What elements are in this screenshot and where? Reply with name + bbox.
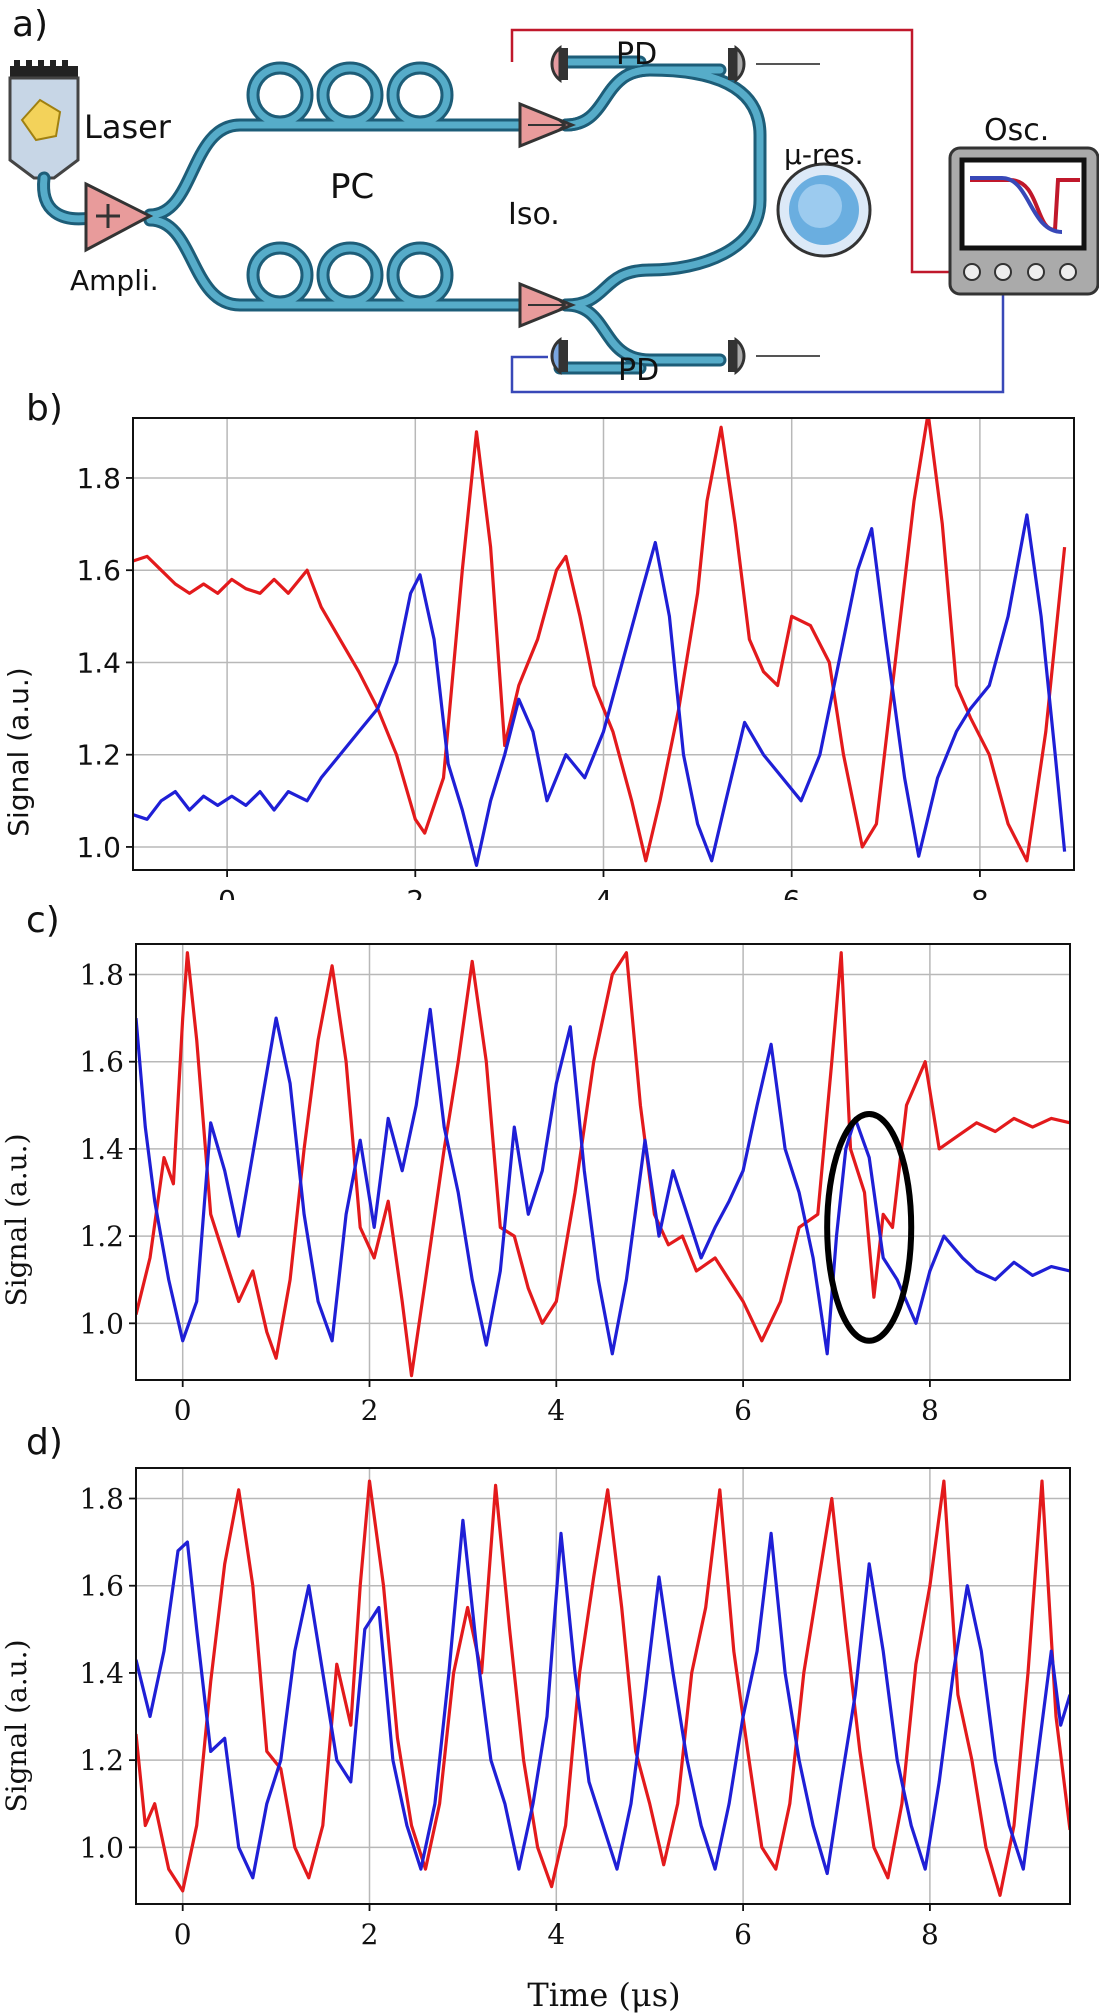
x-tick-label-b: 4: [595, 884, 613, 900]
x-tick-label-c: 6: [734, 1394, 752, 1420]
photodiode-bottom-left-icon: [550, 336, 568, 376]
panel-label-b: b): [26, 388, 63, 429]
x-tick-label-b: 0: [218, 884, 236, 900]
ampli-label: Ampli.: [70, 264, 159, 297]
panel-label-a: a): [12, 4, 48, 45]
chart-b: b) Signal (a.u.) 0 2 4 6 8 1.0 1.2 1.4 1.6 1.8: [2, 388, 1075, 900]
pd-bottom-label: PD: [618, 353, 659, 388]
y-tick-label-c: 1.0: [79, 1307, 124, 1340]
y-tick-label-c: 1.8: [79, 959, 124, 992]
pd-top-label: PD: [616, 37, 657, 72]
y-tick-label-b: 1.0: [76, 831, 121, 864]
oscilloscope-icon: [948, 146, 1099, 296]
panel-label-c: c): [26, 900, 60, 941]
series-line-b-blue: [133, 513, 1067, 867]
series-line-c-red: [136, 951, 1070, 1378]
y-tick-label-d: 1.6: [79, 1570, 124, 1603]
photodiode-bottom-right-icon: [728, 336, 820, 376]
ylabel-b: Signal (a.u.): [2, 667, 35, 836]
plot-frame-c: [135, 943, 1071, 1381]
x-tick-label-d: 8: [921, 1918, 939, 1951]
xlabel-d: Time (μs): [527, 1976, 680, 2014]
x-tick-label-d: 4: [547, 1918, 565, 1951]
iso-label: Iso.: [508, 197, 560, 232]
series-line-b-red: [133, 418, 1067, 863]
osc-label: Osc.: [984, 113, 1049, 148]
x-tick-label-d: 2: [361, 1918, 379, 1951]
fiber-network: [37, 55, 767, 375]
resonator-label: μ-res.: [784, 138, 864, 171]
ylabel-d: Signal (a.u.): [0, 1639, 33, 1812]
photodiode-top-right-icon: [728, 44, 820, 84]
panel-label-d: d): [26, 1422, 63, 1463]
y-tick-label-c: 1.2: [79, 1220, 124, 1253]
series-line-c-blue: [136, 1007, 1070, 1356]
laser-icon: [8, 60, 80, 180]
x-tick-label-b: 6: [783, 884, 801, 900]
series-line-d-red: [136, 1479, 1070, 1897]
isolator-bottom-icon: [518, 281, 577, 329]
setup-diagram: a) Laser: [8, 4, 1099, 394]
x-tick-label-c: 2: [361, 1394, 379, 1420]
x-tick-label-c: 0: [174, 1394, 192, 1420]
pc-label: PC: [330, 167, 374, 207]
x-tick-label-d: 6: [734, 1918, 752, 1951]
x-tick-label-c: 8: [921, 1394, 939, 1420]
y-tick-label-b: 1.2: [76, 739, 121, 772]
x-tick-label-c: 4: [547, 1394, 565, 1420]
ylabel-c: Signal (a.u.): [0, 1133, 33, 1306]
annotation-ellipse: [824, 1111, 915, 1344]
plot-frame-d: [135, 1467, 1071, 1905]
y-tick-label-d: 1.4: [79, 1657, 124, 1690]
amplifier-icon: [84, 181, 154, 253]
y-tick-label-b: 1.8: [76, 462, 121, 495]
y-tick-label-b: 1.6: [76, 554, 121, 587]
isolator-top-icon: [518, 101, 577, 149]
y-tick-label-b: 1.4: [76, 646, 121, 679]
red-signal-wire: [510, 28, 968, 274]
x-tick-label-d: 0: [174, 1918, 192, 1951]
chart-c: c) Signal (a.u.) 0 2 4 6 8 1.0 1.2 1.4 1.6 1.8: [0, 900, 1071, 1420]
x-tick-label-b: 2: [406, 884, 424, 900]
y-tick-label-d: 1.2: [79, 1744, 124, 1777]
series-line-d-blue: [136, 1518, 1070, 1880]
y-tick-label-d: 1.8: [79, 1483, 124, 1516]
y-tick-label-c: 1.4: [79, 1133, 124, 1166]
y-tick-label-c: 1.6: [79, 1046, 124, 1079]
chart-d: d) Signal (a.u.) Time (μs) 0 2 4 6 8 1.0 1.2 1.…: [0, 1422, 1071, 2014]
x-tick-label-b: 8: [971, 884, 989, 900]
microresonator-icon: [776, 162, 872, 258]
photodiode-top-left-icon: [550, 44, 568, 84]
laser-label: Laser: [84, 108, 172, 146]
y-tick-label-d: 1.0: [79, 1831, 124, 1864]
blue-signal-wire: [510, 272, 1005, 394]
